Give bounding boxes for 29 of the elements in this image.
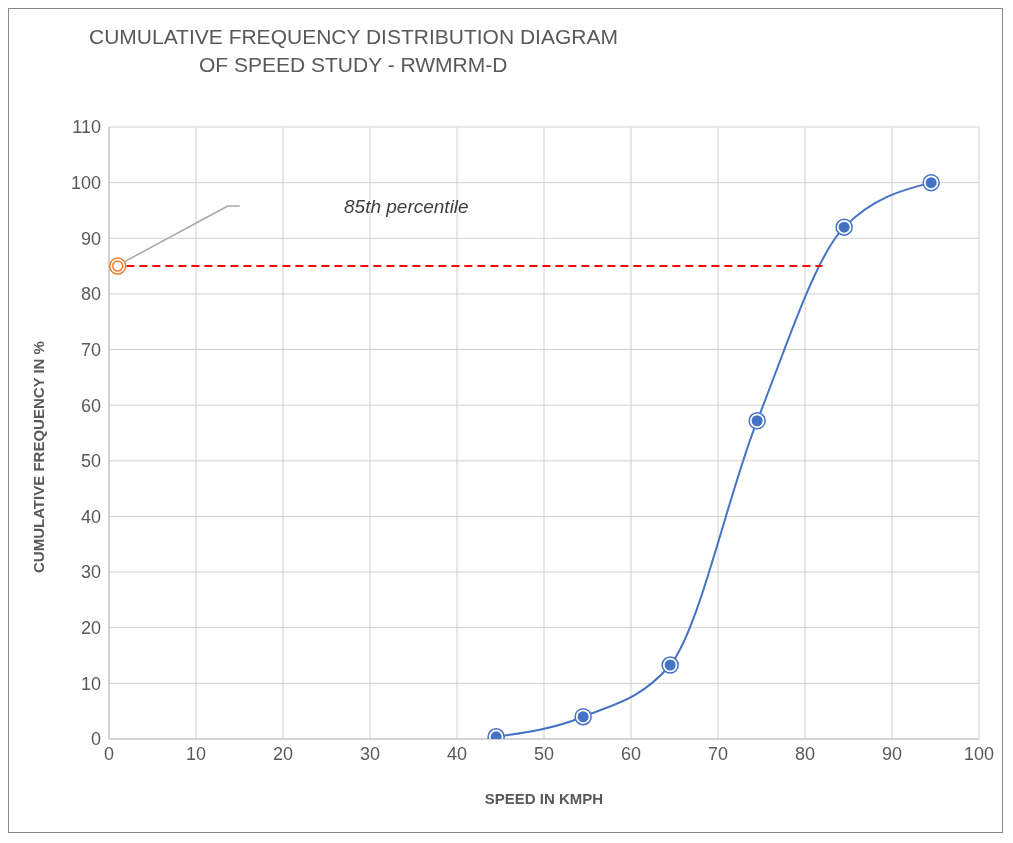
y-tick-label: 100 xyxy=(70,173,101,194)
y-tick-label: 10 xyxy=(80,673,101,694)
x-tick-label: 30 xyxy=(359,743,381,764)
x-tick-label: 100 xyxy=(963,743,995,764)
x-tick-label: 0 xyxy=(103,743,115,764)
y-tick-label: 20 xyxy=(80,618,101,639)
y-axis-title: CUMULATIVE FREQUENCY IN % xyxy=(30,341,48,573)
x-tick-label: 60 xyxy=(620,743,642,764)
point xyxy=(922,173,940,192)
y-tick-label: 90 xyxy=(80,228,101,249)
annotation: 85th percentile xyxy=(344,196,469,218)
x-tick-label: 40 xyxy=(446,743,468,764)
x-tick-label: 50 xyxy=(533,743,555,764)
x-tick-label: 70 xyxy=(707,743,729,764)
y-tick-label: 40 xyxy=(80,506,101,527)
x-tick-label: 80 xyxy=(794,743,816,764)
x-tick-label: 10 xyxy=(185,743,207,764)
y-tick-label: 60 xyxy=(80,395,101,416)
x-tick-label: 20 xyxy=(272,743,294,764)
x-axis-title: SPEED IN KMPH xyxy=(484,790,604,807)
y-tick-label: 50 xyxy=(80,451,101,472)
y-tick-label: 110 xyxy=(72,117,101,138)
point xyxy=(109,257,127,275)
x-tick-label: 90 xyxy=(881,743,903,764)
y-tick-label: 70 xyxy=(80,339,101,360)
y-tick-label: 30 xyxy=(80,562,101,583)
y-tick-label: 80 xyxy=(80,284,101,305)
y-tick-label: 0 xyxy=(90,729,101,750)
chart-title: CUMULATIVE FREQUENCY DISTRIBUTION DIAGRAM OF SPEED STUDY - RWMRM-D xyxy=(89,24,618,78)
